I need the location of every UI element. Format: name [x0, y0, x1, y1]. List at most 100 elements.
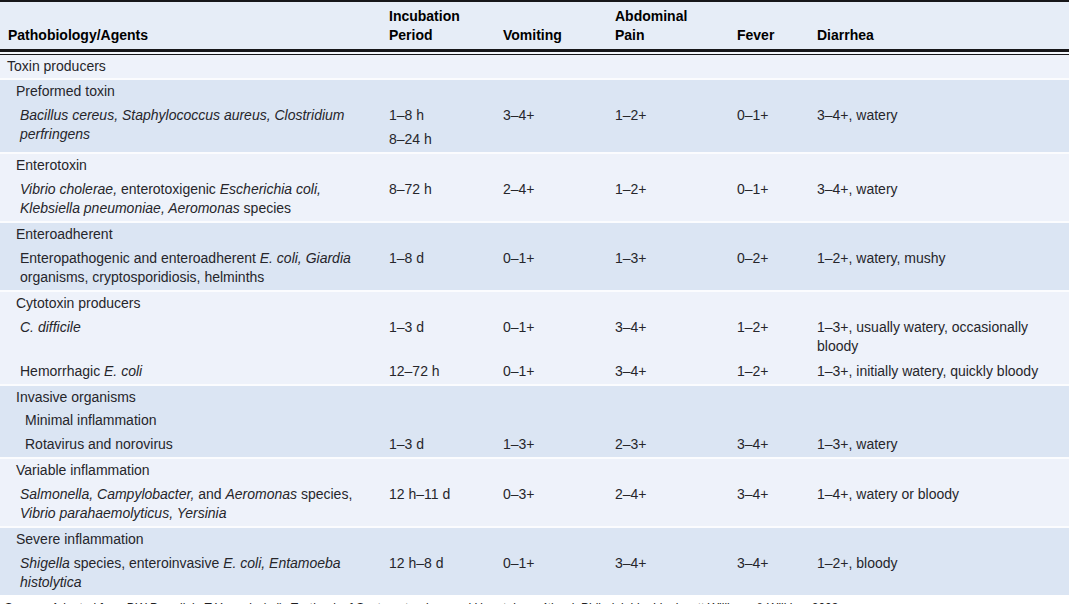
agent-cell: C. difficile	[0, 318, 389, 356]
abdominal-pain-cell: 1–2+	[615, 106, 737, 149]
fever-cell: 0–1+	[737, 106, 817, 149]
fever-cell: 1–2+	[737, 362, 817, 381]
table-row: Bacillus cereus, Staphylococcus aureus, …	[0, 103, 1069, 152]
incubation-line: 1–3 d	[389, 435, 493, 454]
agent-cell: Invasive organisms	[0, 388, 1069, 407]
row-band: Severe inflammation Shigella species, ent…	[0, 528, 1069, 595]
agent-text: Minimal inflammation	[25, 412, 156, 428]
incubation-line: 12–72 h	[389, 362, 493, 381]
table-row: Salmonella, Campylobacter, and Aeromonas…	[0, 482, 1069, 526]
fever-cell: 0–2+	[737, 249, 817, 287]
category-row: Severe inflammation	[0, 528, 1069, 551]
abdominal-pain-cell: 3–4+	[615, 362, 737, 381]
incubation-period-cell: 1–3 d	[389, 435, 503, 454]
category-row: Invasive organisms	[0, 386, 1069, 409]
abdominal-pain-cell: 2–3+	[615, 435, 737, 454]
agent-text: C. difficile	[20, 319, 81, 335]
abdominal-pain-cell: 1–2+	[615, 180, 737, 218]
agent-text: E. coli	[104, 363, 142, 379]
agent-cell: Bacillus cereus, Staphylococcus aureus, …	[0, 106, 389, 149]
column-header: IncubationPeriod	[389, 7, 503, 45]
diarrhea-cell: 3–4+, watery	[817, 180, 1069, 218]
vomiting-cell: 0–3+	[503, 485, 615, 523]
incubation-line: 1–8 d	[389, 249, 493, 268]
row-band: Variable inflammation Salmonella, Campylo…	[0, 459, 1069, 528]
agent-cell: Variable inflammation	[0, 461, 1069, 480]
column-header-line: Diarrhea	[817, 26, 1061, 45]
incubation-period-cell: 8–72 h	[389, 180, 503, 218]
vomiting-cell: 0–1+	[503, 554, 615, 592]
diarrhea-cell: 1–2+, bloody	[817, 554, 1069, 592]
agent-text: enterotoxigenic	[117, 181, 220, 197]
agent-cell: Enteroadherent	[0, 225, 1069, 244]
incubation-line: 8–24 h	[389, 130, 493, 149]
agent-text: Enterotoxin	[16, 157, 87, 173]
table-row: Vibrio cholerae, enterotoxigenic Escheri…	[0, 177, 1069, 221]
agent-cell: Hemorrhagic E. coli	[0, 362, 389, 381]
agent-text: Enteropathogenic and enteroadherent	[20, 250, 260, 266]
category-row: Toxin producers	[0, 55, 1069, 78]
column-header-line: Incubation	[389, 7, 495, 26]
fever-cell: 3–4+	[737, 435, 817, 454]
category-row: Minimal inflammation	[0, 409, 1069, 432]
agent-cell: Preformed toxin	[0, 82, 1069, 101]
table-row: Rotavirus and norovirus 1–3 d 1–3+2–3+3–4+…	[0, 432, 1069, 457]
fever-cell: 1–2+	[737, 318, 817, 356]
agent-cell: Shigella species, enteroinvasive E. coli…	[0, 554, 389, 592]
incubation-line: 1–8 h	[389, 106, 493, 125]
agent-text: Rotavirus and norovirus	[25, 436, 173, 452]
agent-text: and	[194, 486, 225, 502]
category-row: Cytotoxin producers	[0, 292, 1069, 315]
row-band: Cytotoxin producers C. difficile 1–3 d 0–1+…	[0, 292, 1069, 386]
agent-text: species,	[297, 486, 352, 502]
column-header: Diarrhea	[817, 26, 1069, 45]
incubation-line: 12 h–11 d	[389, 485, 493, 504]
agent-cell: Enterotoxin	[0, 156, 1069, 175]
agent-text: Bacillus cereus, Staphylococcus aureus, …	[20, 107, 344, 142]
vomiting-cell: 1–3+	[503, 435, 615, 454]
agent-cell: Minimal inflammation	[0, 411, 1069, 430]
column-header-line: Fever	[737, 26, 809, 45]
diarrhea-cell: 1–2+, watery, mushy	[817, 249, 1069, 287]
category-row: Enterotoxin	[0, 154, 1069, 177]
diarrhea-cell: 1–3+, watery	[817, 435, 1069, 454]
diarrhea-cell: 3–4+, watery	[817, 106, 1069, 149]
agent-text: Shigella	[20, 555, 70, 571]
agent-text: E. coli, Giardia	[260, 250, 351, 266]
agent-cell: Toxin producers	[0, 57, 1069, 76]
agent-text: Variable inflammation	[16, 462, 150, 478]
column-header: Pathobiology/Agents	[0, 26, 389, 45]
diarrhea-cell: 1–3+, initially watery, quickly bloody	[817, 362, 1069, 381]
agent-text: Cytotoxin producers	[16, 295, 141, 311]
incubation-period-cell: 1–8 h 8–24 h	[389, 106, 503, 149]
incubation-period-cell: 12 h–11 d	[389, 485, 503, 523]
table-row: Hemorrhagic E. coli12–72 h 0–1+3–4+1–2+1–…	[0, 359, 1069, 384]
incubation-period-cell: 12–72 h	[389, 362, 503, 381]
table-row: Enteropathogenic and enteroadherent E. c…	[0, 246, 1069, 290]
agent-text: species	[240, 200, 291, 216]
abdominal-pain-cell: 3–4+	[615, 318, 737, 356]
vomiting-cell: 0–1+	[503, 318, 615, 356]
fever-cell: 3–4+	[737, 554, 817, 592]
abdominal-pain-cell: 1–3+	[615, 249, 737, 287]
column-header-line: Pain	[615, 26, 729, 45]
category-row: Variable inflammation	[0, 459, 1069, 482]
agent-text: organisms, cryptosporidiosis, helminths	[20, 269, 264, 285]
agent-text: Salmonella, Campylobacter,	[20, 486, 194, 502]
fever-cell: 0–1+	[737, 180, 817, 218]
agent-cell: Vibrio cholerae, enterotoxigenic Escheri…	[0, 180, 389, 218]
column-header-line: Vomiting	[503, 26, 607, 45]
vomiting-cell: 0–1+	[503, 362, 615, 381]
abdominal-pain-cell: 2–4+	[615, 485, 737, 523]
table-body: Toxin producers Preformed toxin Bacillus c…	[0, 55, 1069, 595]
agent-cell: Enteropathogenic and enteroadherent E. c…	[0, 249, 389, 287]
agent-text: species, enteroinvasive	[70, 555, 223, 571]
column-header: AbdominalPain	[615, 7, 737, 45]
abdominal-pain-cell: 3–4+	[615, 554, 737, 592]
incubation-line: 1–3 d	[389, 318, 493, 337]
row-band: Invasive organisms Minimal inflammation Ro…	[0, 386, 1069, 459]
vomiting-cell: 0–1+	[503, 249, 615, 287]
incubation-period-cell: 1–3 d	[389, 318, 503, 356]
incubation-period-cell: 1–8 d	[389, 249, 503, 287]
agent-cell: Salmonella, Campylobacter, and Aeromonas…	[0, 485, 389, 523]
